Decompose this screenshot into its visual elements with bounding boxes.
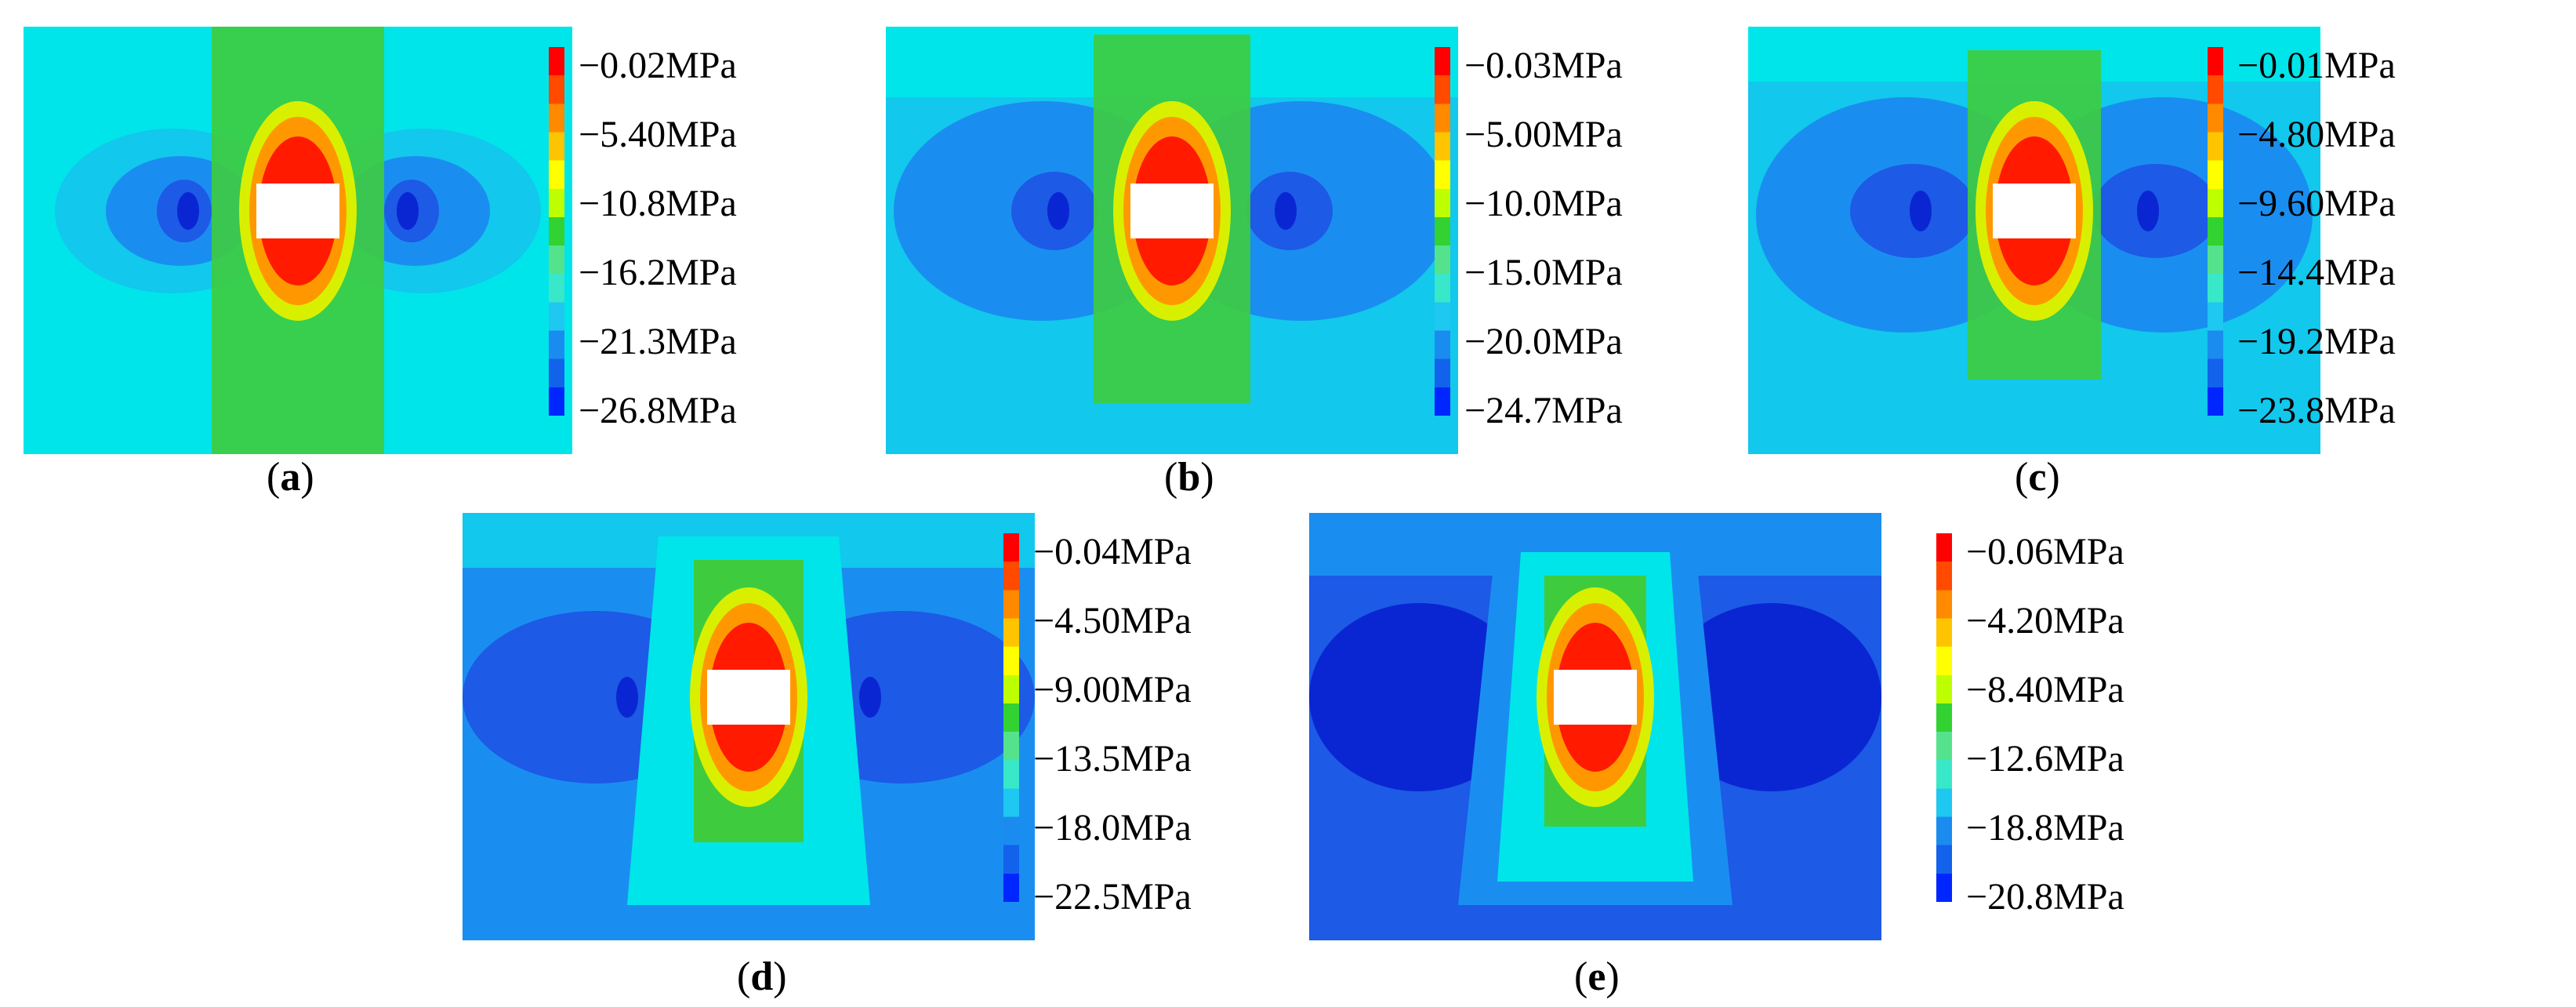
opening <box>1130 184 1214 238</box>
legend-label-3: −10.0MPa <box>1464 183 1623 224</box>
legend-label-6: −20.8MPa <box>1966 876 2124 918</box>
legend-label-1: −0.06MPa <box>1966 531 2124 573</box>
panel-e: −0.06MPa −4.20MPa −8.40MPa −12.6MPa −18.… <box>1301 502 2226 1007</box>
legend-label-2: −4.80MPa <box>2237 114 2396 155</box>
caption-a: (a) <box>267 455 314 500</box>
legend-label-5: −20.0MPa <box>1464 321 1623 362</box>
legend-label-5: −18.0MPa <box>1033 807 1192 849</box>
contour-core-left <box>1047 192 1069 230</box>
legend-label-4: −12.6MPa <box>1966 738 2124 780</box>
legend-label-6: −26.8MPa <box>579 390 737 431</box>
opening <box>1993 184 2076 238</box>
legend-label-5: −18.8MPa <box>1966 807 2124 849</box>
contour-plot-e <box>1309 513 1881 940</box>
colorbar-c <box>2208 47 2223 416</box>
colorbar-legend-e: −0.06MPa −4.20MPa −8.40MPa −12.6MPa −18.… <box>1936 531 2226 916</box>
legend-label-3: −10.8MPa <box>579 183 737 224</box>
caption-e: (e) <box>1574 954 1620 999</box>
legend-label-4: −16.2MPa <box>579 252 737 293</box>
caption-c: (c) <box>2015 455 2060 500</box>
contour-core-right <box>1275 192 1297 230</box>
contour-band-darkest-right <box>1662 603 1881 791</box>
legend-label-2: −5.40MPa <box>579 114 737 155</box>
colorbar-legend-b: −0.03MPa −5.00MPa −10.0MPa −15.0MPa −20.… <box>1435 45 1725 430</box>
colorbar-legend-c: −0.01MPa −4.80MPa −9.60MPa −14.4MPa −19.… <box>2208 45 2576 430</box>
legend-label-1: −0.03MPa <box>1464 45 1623 86</box>
legend-label-4: −14.4MPa <box>2237 252 2396 293</box>
colorbar-a <box>549 47 564 416</box>
opening <box>1554 670 1637 725</box>
legend-label-3: −8.40MPa <box>1966 669 2124 711</box>
panel-c: −0.01MPa −4.80MPa −9.60MPa −14.4MPa −19.… <box>1725 0 2576 502</box>
panel-a: −0.02MPa −5.40MPa −10.8MPa −16.2MPa −21.… <box>0 0 862 502</box>
legend-label-3: −9.00MPa <box>1033 669 1192 711</box>
contour-core-left <box>177 192 199 230</box>
contour-plot-b <box>886 27 1458 454</box>
contour-core-left <box>1910 191 1932 231</box>
panel-d: −0.04MPa −4.50MPa −9.00MPa −13.5MPa −18.… <box>423 502 1301 1007</box>
legend-label-1: −0.04MPa <box>1033 531 1192 573</box>
colorbar-b <box>1435 47 1450 416</box>
legend-label-4: −15.0MPa <box>1464 252 1623 293</box>
legend-label-2: −4.50MPa <box>1033 600 1192 642</box>
colorbar-e <box>1936 533 1952 902</box>
opening <box>256 184 339 238</box>
colorbar-legend-d: −0.04MPa −4.50MPa −9.00MPa −13.5MPa −18.… <box>1003 531 1301 916</box>
legend-label-6: −24.7MPa <box>1464 390 1623 431</box>
legend-label-6: −22.5MPa <box>1033 876 1192 918</box>
legend-label-2: −4.20MPa <box>1966 600 2124 642</box>
legend-label-5: −19.2MPa <box>2237 321 2396 362</box>
legend-label-6: −23.8MPa <box>2237 390 2396 431</box>
legend-label-2: −5.00MPa <box>1464 114 1623 155</box>
legend-label-1: −0.02MPa <box>579 45 737 86</box>
legend-label-4: −13.5MPa <box>1033 738 1192 780</box>
contour-band-darkest-left <box>1309 603 1529 791</box>
colorbar-legend-a: −0.02MPa −5.40MPa −10.8MPa −16.2MPa −21.… <box>549 45 862 430</box>
panel-b: −0.03MPa −5.00MPa −10.0MPa −15.0MPa −20.… <box>862 0 1725 502</box>
contour-plot-a <box>24 27 572 454</box>
contour-plot-c <box>1748 27 2320 454</box>
caption-d: (d) <box>737 954 787 999</box>
caption-b: (b) <box>1164 455 1214 500</box>
contour-core-right <box>2137 191 2159 231</box>
opening <box>707 670 790 725</box>
legend-label-1: −0.01MPa <box>2237 45 2396 86</box>
colorbar-d <box>1003 533 1019 902</box>
legend-label-3: −9.60MPa <box>2237 183 2396 224</box>
contour-plot-d <box>463 513 1035 940</box>
contour-core-left <box>616 677 638 718</box>
legend-label-5: −21.3MPa <box>579 321 737 362</box>
contour-core-right <box>397 192 419 230</box>
contour-core-right <box>859 677 881 718</box>
